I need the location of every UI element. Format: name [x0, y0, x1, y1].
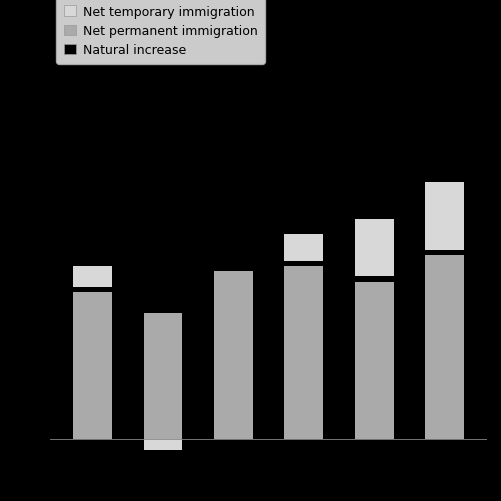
- Bar: [284, 261, 323, 267]
- Bar: [354, 277, 393, 282]
- Legend: Net temporary immigration, Net permanent immigration, Natural increase: Net temporary immigration, Net permanent…: [56, 0, 265, 65]
- Bar: [284, 235, 323, 261]
- Bar: [424, 256, 463, 439]
- Bar: [213, 272, 252, 439]
- Bar: [354, 282, 393, 439]
- Bar: [73, 267, 112, 287]
- Bar: [73, 287, 112, 293]
- Bar: [424, 182, 463, 250]
- Bar: [284, 267, 323, 439]
- Bar: [354, 219, 393, 277]
- Bar: [143, 314, 182, 439]
- Bar: [73, 293, 112, 439]
- Bar: [143, 439, 182, 450]
- Bar: [424, 250, 463, 256]
